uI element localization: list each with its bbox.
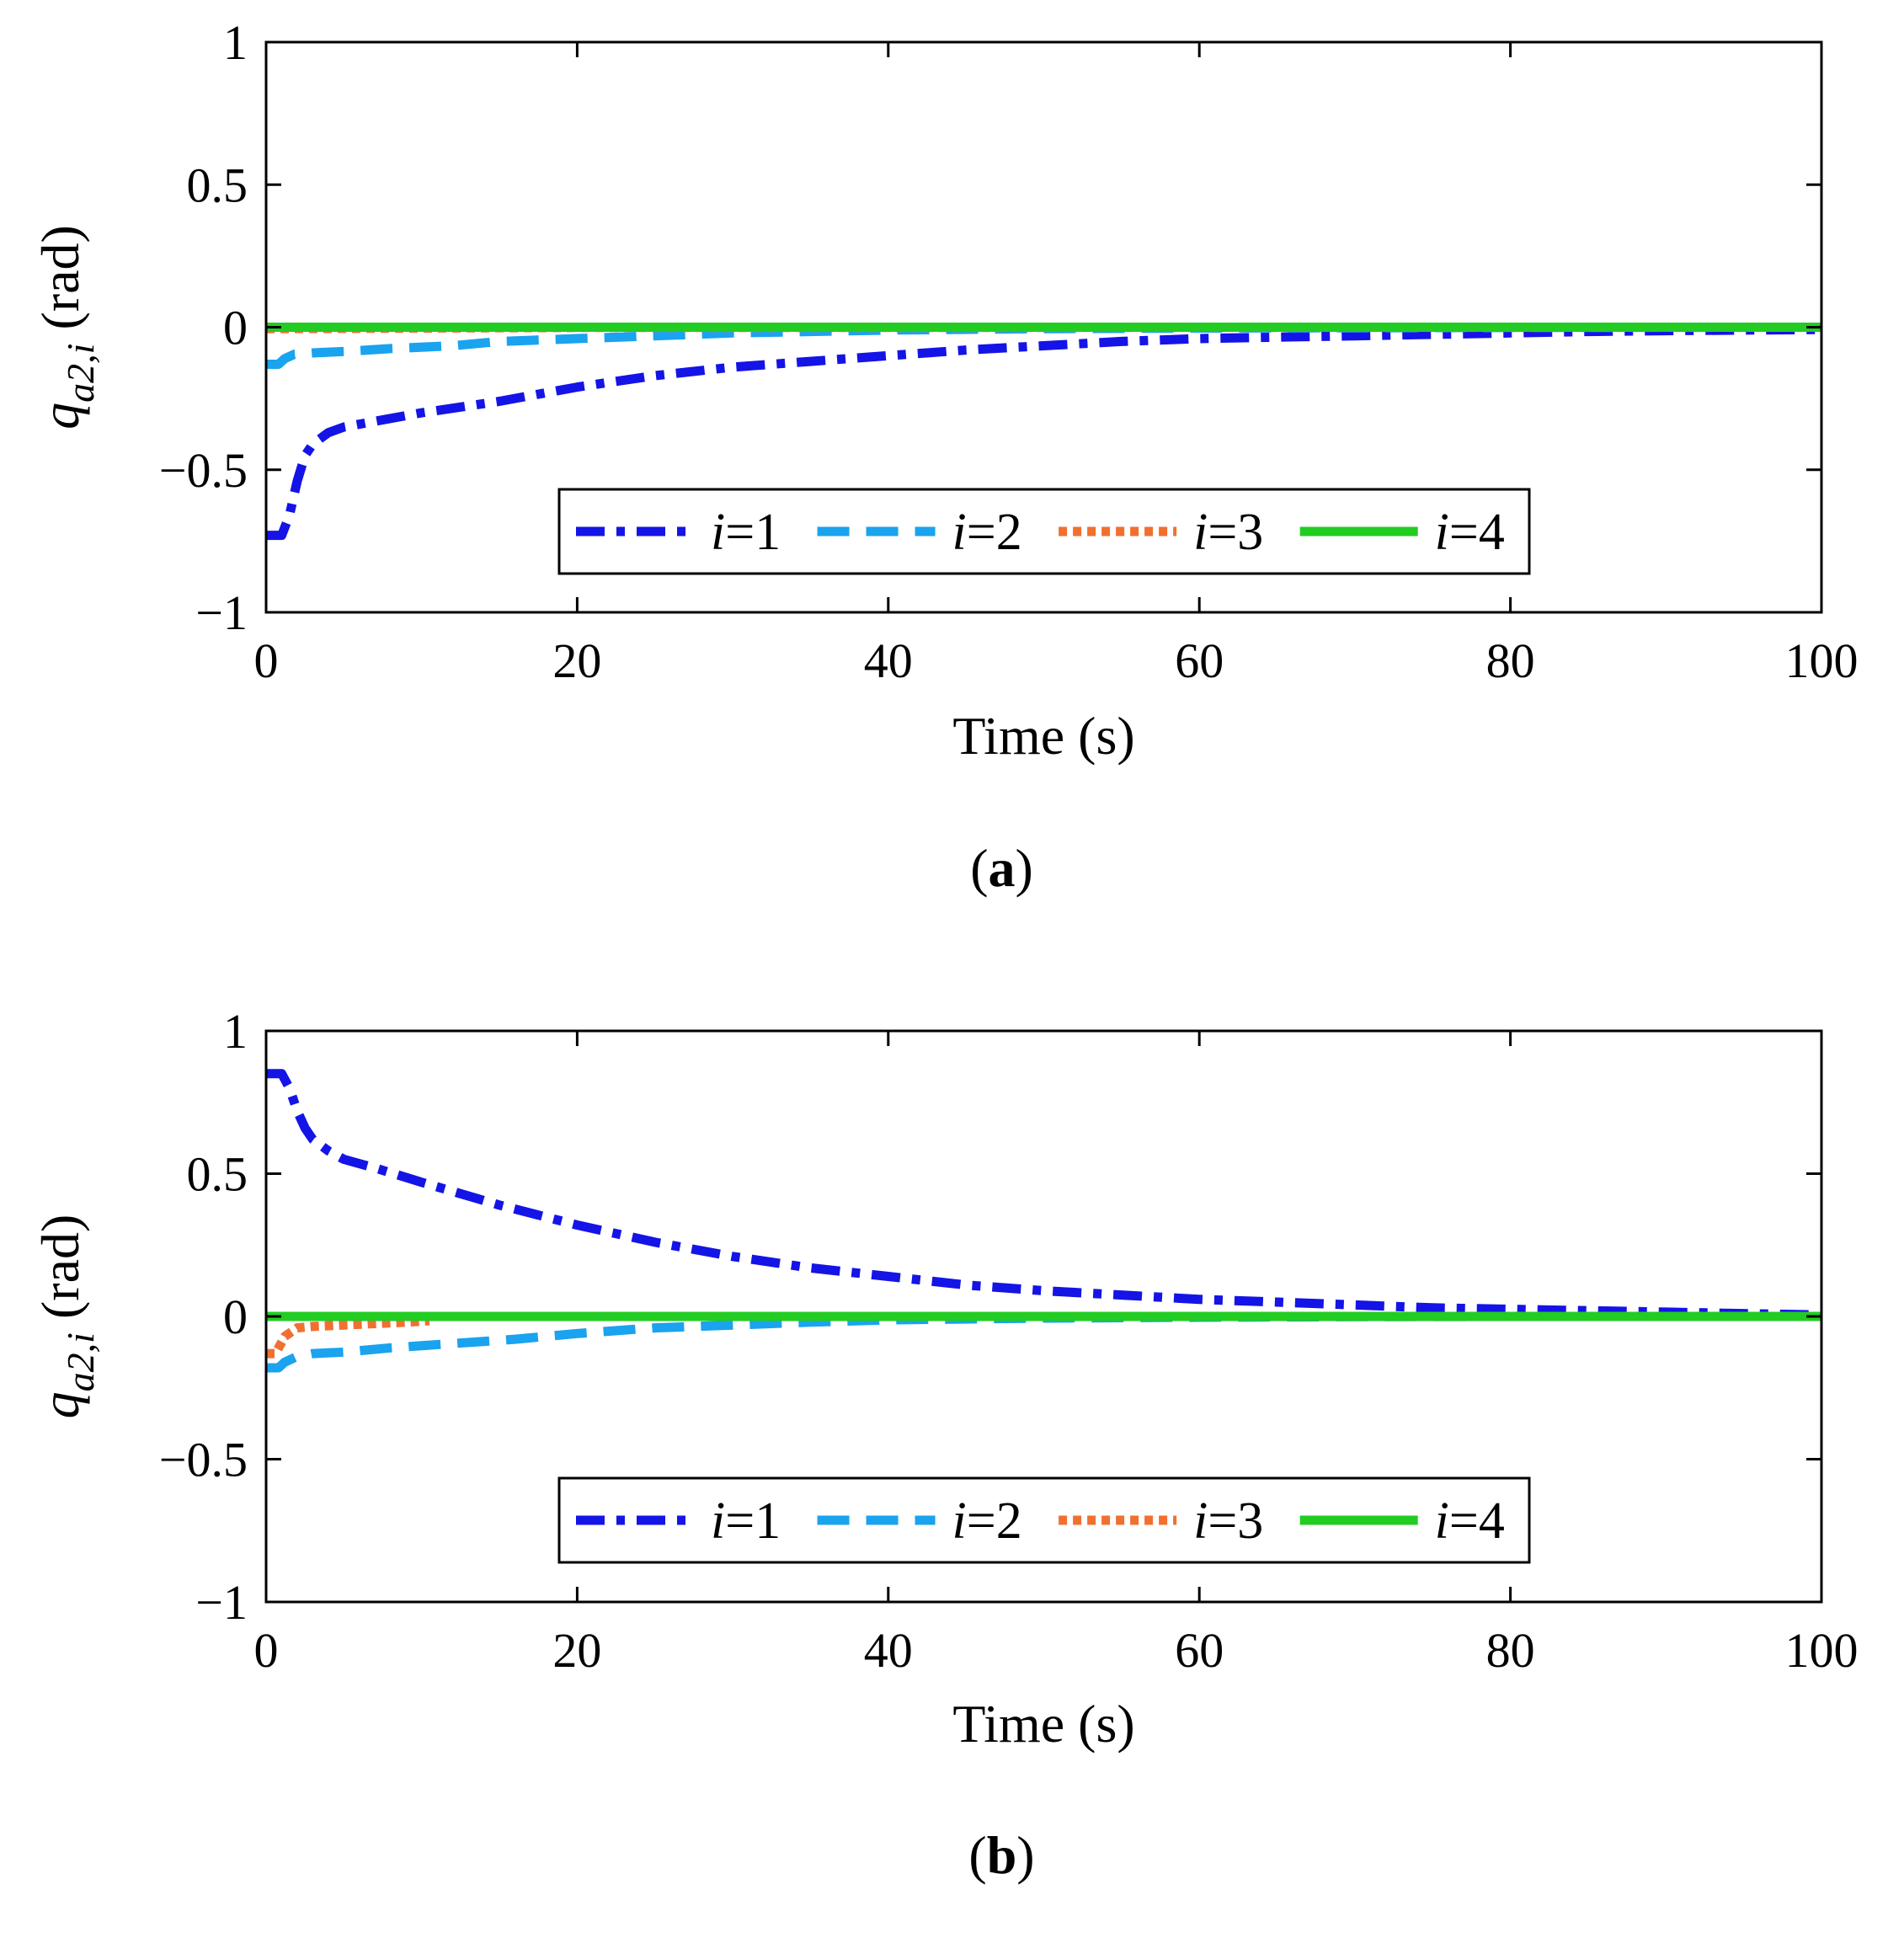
legend-label-1: i=1 [711,1492,781,1550]
legend-label-2: i=2 [952,1492,1022,1550]
x-axis-label: Time (s) [952,1694,1134,1754]
series-group [266,1069,1821,1373]
x-tick-label: 60 [1175,633,1224,688]
series-line-1 [266,324,1821,541]
panel-caption: (a) [970,838,1033,898]
legend-label-3: i=3 [1193,1492,1263,1550]
y-tick-label: 0 [223,301,248,355]
y-tick-label: 0.5 [187,1147,248,1202]
series-line-2 [266,1311,1821,1373]
y-axis-label: qa2,i (rad) [30,1215,102,1419]
panel-b: 0 20 40 60 80 100 −1 −0.5 0 0.5 1 Time (s) qa2,i (ra… [30,1004,1859,1885]
legend: i=1 i=2 i=3 i=4 [557,1476,1531,1564]
x-tick-label: 0 [254,1623,279,1678]
x-tick-label: 40 [864,633,913,688]
series-line-3 [266,1316,430,1359]
y-tick-label: 1 [223,15,248,70]
legend-label-1: i=1 [711,504,781,561]
series-line-2 [266,323,1821,369]
y-tick-label: −1 [195,1575,248,1630]
x-tick-label: 40 [864,1623,913,1678]
y-tick-label: 0.5 [187,157,248,212]
series-line-1 [266,1069,1821,1320]
y-tick-label: 1 [223,1004,248,1059]
y-tick-label: 0 [223,1289,248,1344]
series-group [266,323,1821,541]
x-tick-label: 20 [552,1623,601,1678]
x-tick-label: 80 [1486,1623,1535,1678]
legend-label-2: i=2 [952,504,1022,561]
panel-caption: (b) [968,1825,1034,1885]
legend: i=1 i=2 i=3 i=4 [557,488,1531,575]
legend-label-4: i=4 [1435,504,1505,561]
legend-label-3: i=3 [1193,504,1263,561]
legend-label-4: i=4 [1435,1492,1505,1550]
x-tick-label: 80 [1486,633,1535,688]
x-axis-label: Time (s) [952,706,1134,766]
x-tick-label: 0 [254,633,279,688]
x-tick-label: 100 [1785,1623,1859,1678]
y-tick-label: −0.5 [159,443,248,498]
x-tick-label: 100 [1785,633,1859,688]
x-tick-label: 60 [1175,1623,1224,1678]
x-tick-label: 20 [552,633,601,688]
panel-a: 0 20 40 60 80 100 −1 −0.5 0 0.5 1 Time (s) qa2,i (ra… [30,15,1859,898]
y-tick-label: −1 [195,585,248,640]
y-axis-label: qa2,i (rad) [30,225,102,430]
y-tick-label: −0.5 [159,1433,248,1487]
